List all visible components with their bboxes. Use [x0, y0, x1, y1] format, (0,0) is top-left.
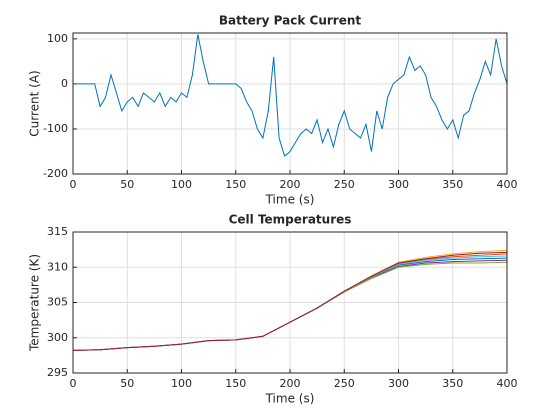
y-tick-label: 300 — [47, 331, 68, 344]
x-tick-label: 300 — [388, 178, 409, 191]
y-tick-label: -100 — [43, 122, 68, 135]
x-tick-label: 150 — [225, 377, 246, 390]
axes-frame — [72, 32, 508, 175]
y-tick-label: 295 — [47, 366, 68, 379]
x-tick-label: 200 — [280, 377, 301, 390]
x-tick-label: 150 — [225, 178, 246, 191]
axes-frame — [72, 231, 508, 374]
x-tick-label: 250 — [334, 178, 355, 191]
x-tick-label: 250 — [334, 377, 355, 390]
y-tick-label: 100 — [47, 32, 68, 45]
x-tick-label: 50 — [120, 377, 134, 390]
y-tick-label: 0 — [61, 77, 68, 90]
x-tick-label: 350 — [442, 377, 463, 390]
x-tick-label: 200 — [280, 178, 301, 191]
chart-title: Cell Temperatures — [229, 213, 352, 227]
data-line — [73, 34, 508, 157]
x-axis-label: Time (s) — [265, 193, 315, 207]
chart-title: Battery Pack Current — [219, 14, 361, 28]
y-tick-label: 315 — [47, 225, 68, 238]
data-line — [72, 251, 508, 351]
y-tick-label: 310 — [47, 260, 68, 273]
y-tick-label: 305 — [47, 296, 68, 309]
x-tick-label: 300 — [388, 377, 409, 390]
x-tick-label: 0 — [70, 377, 77, 390]
y-axis-label: Current (A) — [28, 70, 42, 136]
x-tick-label: 0 — [70, 178, 77, 191]
subplot: 0 50 100 150 200 250 300 350 400 295 300 305 310 315 C… — [28, 213, 518, 406]
x-tick-label: 400 — [497, 377, 518, 390]
x-tick-label: 50 — [120, 178, 134, 191]
x-axis-label: Time (s) — [265, 392, 315, 406]
y-axis-label: Temperature (K) — [28, 254, 42, 352]
subplot: 0 50 100 150 200 250 300 350 400 -200 -100 0 100 Batt… — [28, 14, 518, 207]
x-tick-label: 400 — [497, 178, 518, 191]
x-tick-label: 100 — [171, 377, 192, 390]
x-tick-label: 350 — [442, 178, 463, 191]
x-tick-label: 100 — [171, 178, 192, 191]
y-tick-label: -200 — [43, 167, 68, 180]
